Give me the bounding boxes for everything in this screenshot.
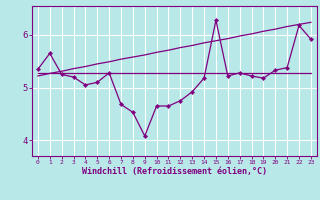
X-axis label: Windchill (Refroidissement éolien,°C): Windchill (Refroidissement éolien,°C) <box>82 167 267 176</box>
